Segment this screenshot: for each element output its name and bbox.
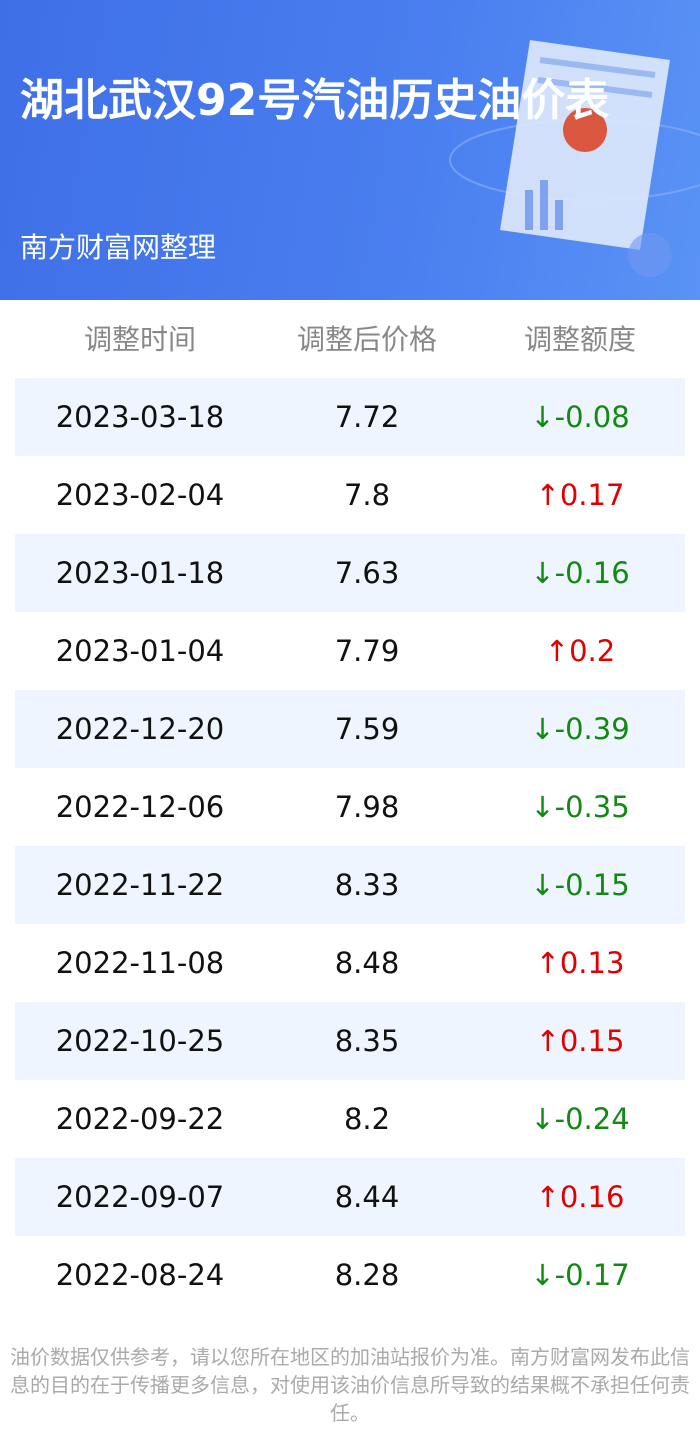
price-cell: 8.28 (334, 1258, 400, 1292)
price-cell: 7.8 (343, 478, 391, 512)
change-cell: ↓-0.17 (530, 1258, 630, 1292)
change-cell: ↑0.17 (535, 478, 625, 512)
price-cell: 8.44 (334, 1180, 400, 1214)
table-row: 2022-12-20 7.59 ↓-0.39 (15, 690, 685, 768)
change-cell: ↑0.13 (535, 946, 625, 980)
column-header: 调整时间 (83, 323, 196, 356)
change-cell: ↓-0.16 (530, 556, 630, 590)
change-cell: ↓-0.08 (530, 400, 630, 434)
change-cell: ↓-0.35 (530, 790, 630, 824)
price-cell: 8.35 (334, 1024, 400, 1058)
date-cell: 2022-10-25 (55, 1024, 225, 1058)
date-cell: 2022-09-07 (55, 1180, 225, 1214)
header-illustration (449, 40, 700, 277)
table-row: 2023-01-04 7.79 ↑0.2 (15, 612, 685, 690)
title: 湖北武汉92号汽油历史油价表 (20, 75, 610, 126)
date-cell: 2022-09-22 (55, 1102, 225, 1136)
date-cell: 2022-08-24 (55, 1258, 225, 1292)
price-cell: 7.72 (334, 400, 400, 434)
price-cell: 8.33 (334, 868, 400, 902)
change-cell: ↑0.2 (544, 634, 616, 668)
header: 湖北武汉92号汽油历史油价表 南方财富网整理 (0, 0, 700, 300)
change-cell: ↓-0.24 (530, 1102, 630, 1136)
date-cell: 2023-03-18 (55, 400, 225, 434)
date-cell: 2022-11-22 (55, 868, 225, 902)
date-cell: 2022-12-20 (55, 712, 225, 746)
price-cell: 8.2 (343, 1102, 391, 1136)
date-cell: 2023-02-04 (55, 478, 225, 512)
column-header: 调整额度 (523, 323, 636, 356)
price-cell: 7.98 (334, 790, 400, 824)
date-cell: 2023-01-04 (55, 634, 225, 668)
change-cell: ↓-0.39 (530, 712, 630, 746)
change-cell: ↑0.15 (535, 1024, 625, 1058)
price-cell: 8.48 (334, 946, 400, 980)
table-row: 2023-01-18 7.63 ↓-0.16 (15, 534, 685, 612)
change-cell: ↑0.16 (535, 1180, 625, 1214)
table-row: 2022-10-25 8.35 ↑0.15 (15, 1002, 685, 1080)
date-cell: 2022-11-08 (55, 946, 225, 980)
table-row: 2023-02-04 7.8 ↑0.17 (15, 456, 685, 534)
price-cell: 7.63 (334, 556, 400, 590)
table-row: 2022-11-22 8.33 ↓-0.15 (15, 846, 685, 924)
table-row: 2022-12-06 7.98 ↓-0.35 (15, 768, 685, 846)
price-cell: 7.59 (334, 712, 400, 746)
table-row: 2022-09-22 8.2 ↓-0.24 (15, 1080, 685, 1158)
table-row: 2022-08-24 8.28 ↓-0.17 (15, 1236, 685, 1314)
column-header: 调整后价格 (296, 323, 437, 356)
date-cell: 2022-12-06 (55, 790, 225, 824)
subtitle: 南方财富网整理 (20, 231, 217, 264)
table-row: 2022-09-07 8.44 ↑0.16 (15, 1158, 685, 1236)
disclaimer: 油价数据仅供参考，请以您所在地区的加油站报价为准。南方财富网发布此信息的目的在于… (10, 1345, 690, 1425)
table-row: 2022-11-08 8.48 ↑0.13 (15, 924, 685, 1002)
table-row: 2023-03-18 7.72 ↓-0.08 (15, 378, 685, 456)
change-cell: ↓-0.15 (530, 868, 630, 902)
date-cell: 2023-01-18 (55, 556, 225, 590)
price-cell: 7.79 (334, 634, 400, 668)
